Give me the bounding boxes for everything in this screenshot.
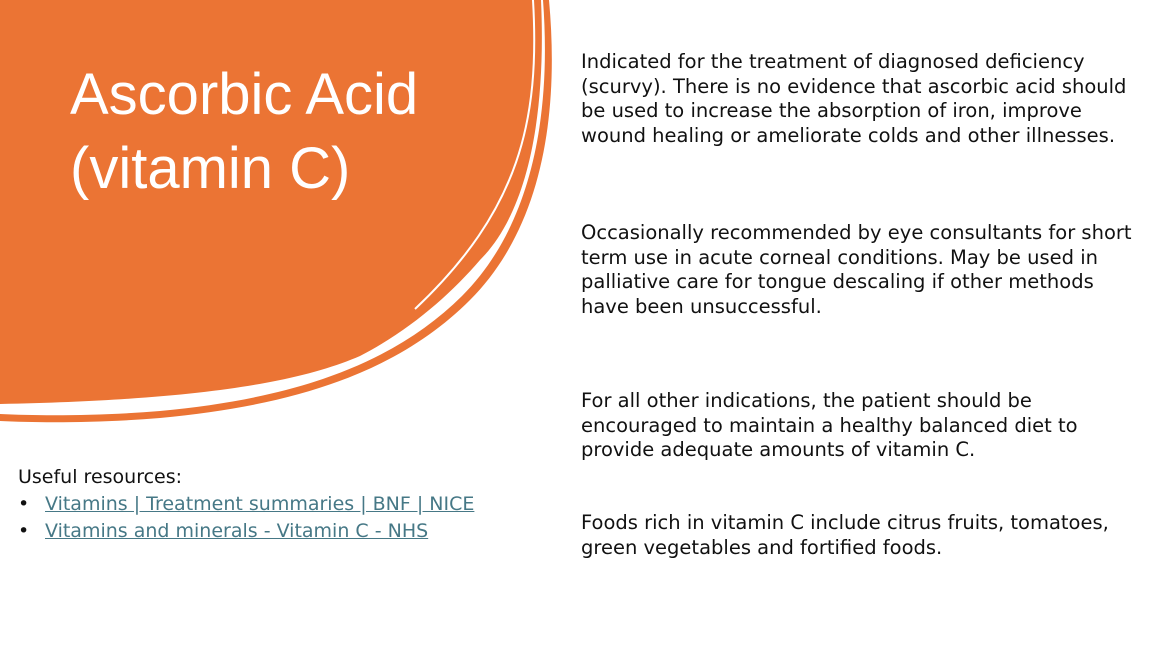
slide-title: Ascorbic Acid (vitamin C) bbox=[70, 62, 419, 201]
resources-section: Useful resources: Vitamins | Treatment s… bbox=[18, 464, 474, 545]
link-bnf-nice[interactable]: Vitamins | Treatment summaries | BNF | N… bbox=[45, 493, 475, 515]
paragraph-eye-palliative: Occasionally recommended by eye consulta… bbox=[581, 221, 1132, 318]
resources-heading: Useful resources: bbox=[18, 466, 183, 488]
paragraph-foods: Foods rich in vitamin C include citrus f… bbox=[581, 511, 1109, 559]
paragraph-diet: For all other indications, the patient s… bbox=[581, 389, 1078, 461]
list-item: Vitamins | Treatment summaries | BNF | N… bbox=[18, 491, 474, 518]
link-nhs-vitamin-c[interactable]: Vitamins and minerals - Vitamin C - NHS bbox=[45, 520, 429, 542]
paragraph-indications: Indicated for the treatment of diagnosed… bbox=[581, 50, 1127, 147]
resources-list: Vitamins | Treatment summaries | BNF | N… bbox=[18, 491, 474, 545]
list-item: Vitamins and minerals - Vitamin C - NHS bbox=[18, 518, 474, 545]
white-inner-line bbox=[414, 0, 536, 310]
orange-blob bbox=[0, 0, 542, 404]
